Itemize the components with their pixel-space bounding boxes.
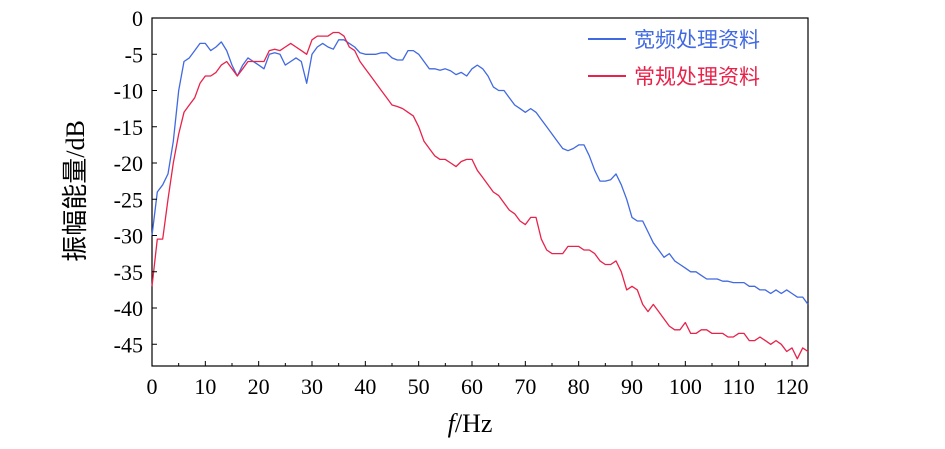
x-tick-label: 30	[301, 374, 323, 399]
legend-label-2: 常规处理资料	[634, 65, 760, 89]
x-tick-label: 20	[248, 374, 270, 399]
series-layer	[151, 31, 809, 360]
x-axis: 0 10 20 30 40 50 60 70 80 90 100 110 120	[147, 361, 809, 399]
x-tick-label: 10	[194, 374, 216, 399]
y-tick-label: -25	[114, 187, 143, 212]
y-tick-label: -35	[114, 260, 143, 285]
y-tick-label: 0	[132, 6, 143, 31]
y-tick-label: -15	[114, 115, 143, 140]
x-tick-label: 100	[669, 374, 702, 399]
x-tick-label: 110	[723, 374, 755, 399]
x-tick-label: 90	[621, 374, 643, 399]
y-tick-label: -20	[114, 151, 143, 176]
x-tick-label: 50	[408, 374, 430, 399]
plot-frame	[151, 17, 809, 367]
y-tick-label: -45	[114, 332, 143, 357]
legend-label-1: 宽频处理资料	[634, 28, 760, 52]
y-tick-label: -40	[114, 296, 143, 321]
y-tick-label: -30	[114, 224, 143, 249]
x-tick-label: 80	[568, 374, 590, 399]
x-tick-label: 0	[147, 374, 158, 399]
x-axis-title: f/Hz	[448, 409, 493, 438]
y-tick-label: -5	[125, 42, 143, 67]
y-axis: 0 -5 -10 -15 -20 -25 -30 -35 -40 -45	[114, 6, 157, 357]
x-axis-title-unit: /Hz	[455, 409, 493, 438]
x-tick-label: 70	[514, 374, 536, 399]
x-tick-label: 120	[776, 374, 809, 399]
x-tick-label: 40	[354, 374, 376, 399]
plot-border	[151, 17, 809, 367]
x-axis-title-variable: f	[448, 409, 459, 438]
series-line-2	[151, 31, 809, 360]
x-tick-label: 60	[461, 374, 483, 399]
y-tick-label: -10	[114, 79, 143, 104]
y-axis-title: 振幅能量/dB	[61, 120, 90, 262]
series-line-1	[151, 39, 809, 305]
